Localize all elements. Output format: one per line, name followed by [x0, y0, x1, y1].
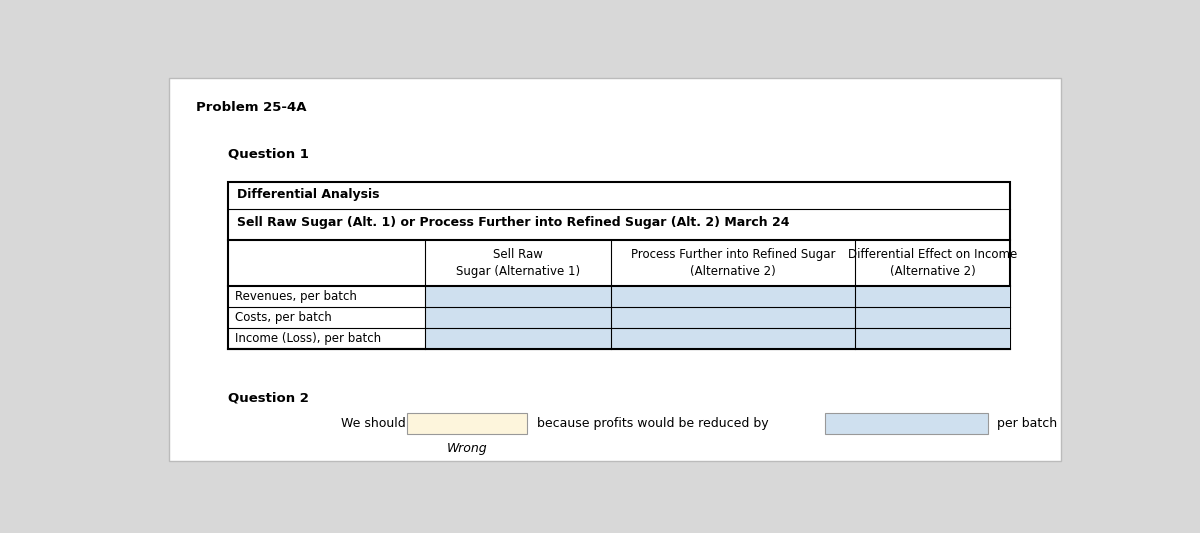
Text: Sell Raw
Sugar (Alternative 1): Sell Raw Sugar (Alternative 1)	[456, 248, 580, 278]
Bar	[826, 413, 988, 434]
Text: Wrong: Wrong	[448, 442, 487, 455]
Text: Revenues, per batch: Revenues, per batch	[235, 290, 358, 303]
Text: because profits would be reduced by: because profits would be reduced by	[536, 417, 768, 430]
Text: Process Further into Refined Sugar
(Alternative 2): Process Further into Refined Sugar (Alte…	[631, 248, 835, 278]
Text: Question 1: Question 1	[228, 147, 308, 160]
Bar	[856, 308, 1010, 328]
Text: Sell Raw Sugar (Alt. 1) or Process Further into Refined Sugar (Alt. 2) March 24: Sell Raw Sugar (Alt. 1) or Process Furth…	[236, 216, 790, 229]
Bar	[425, 287, 611, 308]
Text: We should: We should	[341, 417, 406, 430]
Bar	[611, 328, 856, 349]
Text: Differential Analysis: Differential Analysis	[236, 188, 379, 201]
Bar	[856, 328, 1010, 349]
Text: Question 2: Question 2	[228, 391, 308, 404]
Bar	[425, 328, 611, 349]
Bar	[611, 308, 856, 328]
Bar	[611, 287, 856, 308]
Text: Problem 25-4A: Problem 25-4A	[197, 101, 307, 114]
Bar	[407, 413, 528, 434]
Bar	[228, 182, 1010, 349]
Bar	[856, 287, 1010, 308]
Text: Income (Loss), per batch: Income (Loss), per batch	[235, 332, 382, 345]
Bar	[425, 308, 611, 328]
Text: per batch: per batch	[997, 417, 1057, 430]
Text: Costs, per batch: Costs, per batch	[235, 311, 332, 324]
Text: Differential Effect on Income
(Alternative 2): Differential Effect on Income (Alternati…	[848, 248, 1018, 278]
